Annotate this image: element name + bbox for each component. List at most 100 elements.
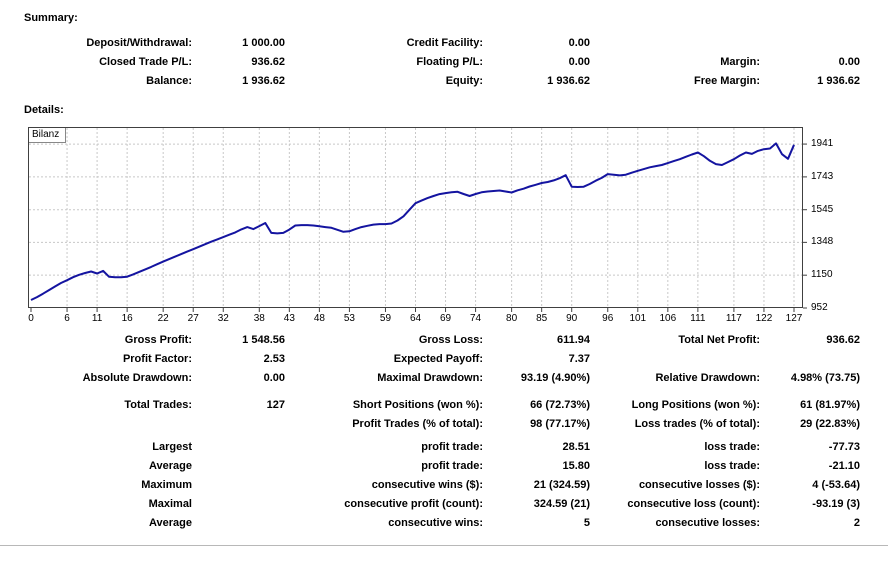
stat-value: 324.59 (21) <box>533 497 590 510</box>
balance-chart-canvas <box>28 127 807 312</box>
bottom-divider <box>0 545 888 546</box>
x-axis-label: 122 <box>755 313 773 324</box>
stat-value: -77.73 <box>828 440 860 453</box>
stat-value: 7.37 <box>568 352 590 365</box>
y-axis-label: 1743 <box>811 170 834 182</box>
summary-label: Balance: <box>146 74 192 87</box>
stat-value: 4.98% (73.75) <box>790 371 860 384</box>
x-axis-label: 16 <box>121 313 133 324</box>
stat-value: 2.53 <box>263 352 285 365</box>
summary-label: Equity: <box>445 74 483 87</box>
x-axis-label: 0 <box>28 313 34 324</box>
stat-value: 5 <box>583 516 590 529</box>
stat-label: Total Net Profit: <box>678 333 760 346</box>
summary-value: 0.00 <box>568 55 590 68</box>
summary-label: Credit Facility: <box>406 36 483 49</box>
stat-value: 4 (-53.64) <box>812 478 860 491</box>
stat-value: 98 (77.17%) <box>530 417 590 430</box>
stat-value: 2 <box>853 516 860 529</box>
x-axis-label: 69 <box>439 313 452 324</box>
stat-label: Expected Payoff: <box>393 352 483 365</box>
stat-label: loss trade: <box>704 440 760 453</box>
stat-label: Gross Profit: <box>124 333 192 346</box>
stat-label: Loss trades (% of total): <box>634 417 760 430</box>
stat-value: -93.19 (3) <box>812 497 860 510</box>
y-axis-label: 1941 <box>811 138 834 150</box>
summary-value: 936.62 <box>251 55 285 68</box>
stat-label: consecutive losses ($): <box>638 478 760 491</box>
stat-value: 21 (324.59) <box>533 478 590 491</box>
stat-label: consecutive profit (count): <box>344 497 483 510</box>
stat-value: 28.51 <box>562 440 590 453</box>
x-axis-label: 80 <box>506 313 518 324</box>
stat-label: Profit Trades (% of total): <box>352 417 483 430</box>
stat-value: 61 (81.97%) <box>800 398 860 411</box>
details-section-title: Details: <box>24 104 64 116</box>
stat-label: Absolute Drawdown: <box>82 371 192 384</box>
x-axis-label: 74 <box>470 313 482 324</box>
x-axis-label: 32 <box>217 313 229 324</box>
summary-label: Free Margin: <box>693 74 760 87</box>
stat-label: Largest <box>152 440 192 453</box>
stat-value: 1 548.56 <box>242 333 285 346</box>
stat-value: 93.19 (4.90%) <box>520 371 590 384</box>
stat-label: consecutive wins: <box>388 516 483 529</box>
stat-label: Long Positions (won %): <box>631 398 760 411</box>
stat-label: Average <box>148 459 192 472</box>
stat-row: Maximal consecutive profit (count): 324.59… <box>0 494 888 513</box>
summary-value: 1 936.62 <box>242 74 285 87</box>
statistics-table: Gross Profit: 1 548.56 Gross Loss: 611.94 To… <box>0 330 888 532</box>
x-axis-label: 90 <box>566 313 578 324</box>
summary-value: 1 000.00 <box>242 36 285 49</box>
stat-label: profit trade: <box>421 459 483 472</box>
x-axis-label: 11 <box>91 313 103 324</box>
x-axis-label: 59 <box>379 313 392 324</box>
summary-label: Floating P/L: <box>416 55 483 68</box>
stat-value: 66 (72.73%) <box>530 398 590 411</box>
stat-row: Maximum consecutive wins ($): 21 (324.59) c… <box>0 475 888 494</box>
x-axis-label: 22 <box>157 313 169 324</box>
stat-row: Profit Trades (% of total): 98 (77.17%) Lo… <box>0 414 888 433</box>
summary-value: 1 936.62 <box>547 74 590 87</box>
summary-label: Margin: <box>720 55 760 68</box>
x-axis-label: 117 <box>725 313 742 324</box>
x-axis-label: 64 <box>409 313 422 324</box>
stat-row: Largest profit trade: 28.51 loss trade: -77.… <box>0 437 888 456</box>
stat-label: Maximum <box>141 478 192 491</box>
x-axis-label: 96 <box>602 313 614 324</box>
x-axis-label: 38 <box>253 313 265 324</box>
stat-label: consecutive wins ($): <box>371 478 483 491</box>
stat-label: Maximal Drawdown: <box>377 371 483 384</box>
stat-label: loss trade: <box>704 459 760 472</box>
summary-value: 0.00 <box>838 55 860 68</box>
stat-row: Gross Profit: 1 548.56 Gross Loss: 611.94 To… <box>0 330 888 349</box>
x-axis-label: 27 <box>187 313 199 324</box>
x-axis-label: 43 <box>283 313 295 324</box>
y-axis-label: 1348 <box>811 236 834 248</box>
stat-row: Absolute Drawdown: 0.00 Maximal Drawdown: 9… <box>0 368 888 387</box>
stat-label: consecutive loss (count): <box>627 497 760 510</box>
summary-value: 0.00 <box>568 36 590 49</box>
stat-value: 936.62 <box>826 333 860 346</box>
y-axis-label: 952 <box>811 302 828 313</box>
stat-label: Short Positions (won %): <box>352 398 483 411</box>
x-axis-label: 53 <box>343 313 355 324</box>
summary-section-title: Summary: <box>24 12 78 24</box>
stat-label: Profit Factor: <box>122 352 192 365</box>
summary-label: Closed Trade P/L: <box>99 55 192 68</box>
summary-value: 1 936.62 <box>817 74 860 87</box>
summary-row: Closed Trade P/L: 936.62 Floating P/L: 0.00… <box>0 52 888 71</box>
stat-label: profit trade: <box>421 440 483 453</box>
summary-row: Balance: 1 936.62 Equity: 1 936.62 Free Marg… <box>0 71 888 90</box>
summary-table: Deposit/Withdrawal: 1 000.00 Credit Facili… <box>0 33 888 90</box>
y-axis-label: 1150 <box>811 269 833 281</box>
stat-value: 0.00 <box>263 371 285 384</box>
stat-row: Profit Factor: 2.53 Expected Payoff: 7.37 <box>0 349 888 368</box>
stat-value: 29 (22.83%) <box>800 417 860 430</box>
stat-label: Total Trades: <box>124 398 192 411</box>
x-axis-label: 106 <box>659 313 677 324</box>
chart-legend: Bilanz <box>29 128 67 143</box>
stat-label: Average <box>148 516 192 529</box>
summary-row: Deposit/Withdrawal: 1 000.00 Credit Facili… <box>0 33 888 52</box>
x-axis-label: 111 <box>690 313 706 324</box>
